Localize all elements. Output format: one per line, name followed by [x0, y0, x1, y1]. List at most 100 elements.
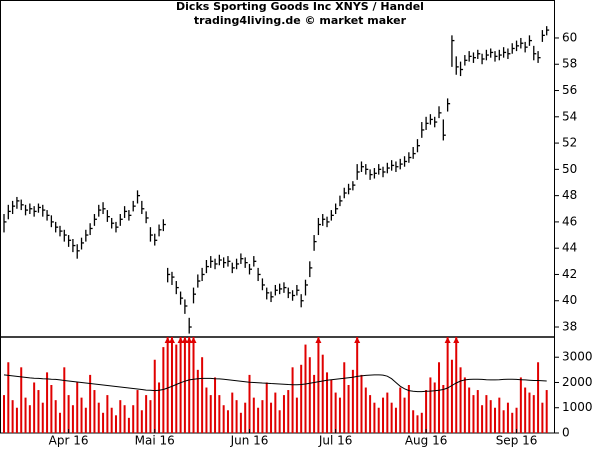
volume-bar	[80, 397, 83, 433]
y-tick-label: 40	[562, 293, 577, 307]
volume-bar	[46, 372, 49, 433]
volume-bar	[145, 395, 148, 433]
volume-bar	[321, 354, 324, 433]
volume-bar	[140, 410, 143, 433]
volume-bar	[214, 377, 217, 433]
volume-bar	[338, 397, 341, 433]
volume-bar	[390, 402, 393, 433]
volume-bar	[76, 382, 79, 433]
y-tick-label: 56	[562, 83, 577, 97]
volume-bar	[403, 397, 406, 433]
volume-bar	[20, 367, 23, 433]
volume-bar	[153, 359, 156, 433]
chart-subtitle: trading4living.de © market maker	[194, 14, 407, 27]
volume-bar	[244, 402, 247, 433]
y-tick-label: 44	[562, 241, 577, 255]
y-tick-label: 42	[562, 267, 577, 281]
volume-bar	[351, 369, 354, 433]
volume-bar	[481, 405, 484, 433]
volume-bar	[196, 369, 199, 433]
volume-bar	[455, 337, 458, 433]
volume-bar	[399, 387, 402, 433]
volume-bar	[119, 400, 122, 433]
volume-bar	[537, 362, 540, 433]
y-tick-label: 52	[562, 136, 577, 150]
chart-title: Dicks Sporting Goods Inc XNYS / Handel	[176, 0, 424, 13]
volume-bar	[201, 357, 204, 433]
volume-bar	[265, 382, 268, 433]
volume-bar	[114, 415, 117, 433]
volume-bar	[97, 402, 100, 433]
volume-bar	[127, 417, 130, 433]
overflow-arrow	[315, 337, 322, 343]
volume-bar	[278, 410, 281, 433]
overflow-arrow	[186, 337, 193, 343]
volume-bar	[257, 407, 260, 433]
overflow-arrow	[168, 337, 175, 343]
overflow-arrow	[190, 337, 197, 343]
x-tick-label: Jul 16	[318, 434, 353, 448]
volume-bar	[468, 387, 471, 433]
volume-bar	[50, 385, 53, 433]
volume-bar	[502, 410, 505, 433]
y-tick-label: 60	[562, 30, 577, 44]
volume-tick-label: 1000	[562, 400, 593, 414]
volume-bar	[11, 400, 14, 433]
volume-bar	[364, 387, 367, 433]
volume-bar	[450, 359, 453, 433]
overflow-arrow	[453, 337, 460, 343]
volume-bar	[179, 337, 182, 433]
y-tick-label: 46	[562, 214, 577, 228]
volume-bar	[446, 337, 449, 433]
volume-bar	[71, 405, 74, 433]
volume-bar	[239, 412, 242, 433]
volume-bar	[67, 395, 70, 433]
volume-bar	[89, 374, 92, 433]
volume-bar	[511, 412, 514, 433]
volume-bar	[412, 410, 415, 433]
volume-bar	[136, 390, 139, 433]
volume-bar	[205, 387, 208, 433]
volume-bar	[248, 374, 251, 433]
volume-bar	[313, 374, 316, 433]
x-tick-label: Sep 16	[496, 434, 538, 448]
volume-bar	[485, 395, 488, 433]
volume-bar	[489, 400, 492, 433]
volume-bar	[308, 357, 311, 433]
volume-bar	[317, 337, 320, 433]
volume-bar	[7, 362, 10, 433]
volume-bar	[429, 377, 432, 433]
volume-bar	[407, 385, 410, 433]
volume-bar	[15, 407, 18, 433]
overflow-arrow	[177, 337, 184, 343]
volume-bar	[304, 344, 307, 433]
volume-bar	[330, 379, 333, 433]
volume-panel	[3, 337, 548, 433]
volume-bar	[24, 397, 27, 433]
volume-bar	[545, 390, 548, 433]
volume-bar	[93, 390, 96, 433]
volume-bar	[28, 405, 31, 433]
volume-bar	[110, 407, 113, 433]
volume-bar	[420, 412, 423, 433]
volume-bar	[343, 362, 346, 433]
volume-bar	[170, 337, 173, 433]
volume-bar	[386, 392, 389, 433]
volume-tick-label: 2000	[562, 375, 593, 389]
volume-bar	[252, 397, 255, 433]
volume-bar	[231, 392, 234, 433]
overflow-arrow	[354, 337, 361, 343]
volume-bar	[524, 387, 527, 433]
volume-bar	[54, 400, 57, 433]
volume-bar	[226, 410, 229, 433]
volume-bar	[274, 392, 277, 433]
y-tick-label: 50	[562, 162, 577, 176]
volume-tick-label: 3000	[562, 350, 593, 364]
volume-bar	[192, 337, 195, 433]
volume-bar	[287, 390, 290, 433]
volume-bar	[515, 407, 518, 433]
volume-bar	[416, 415, 419, 433]
volume-bar	[463, 377, 466, 433]
volume-bar	[476, 390, 479, 433]
